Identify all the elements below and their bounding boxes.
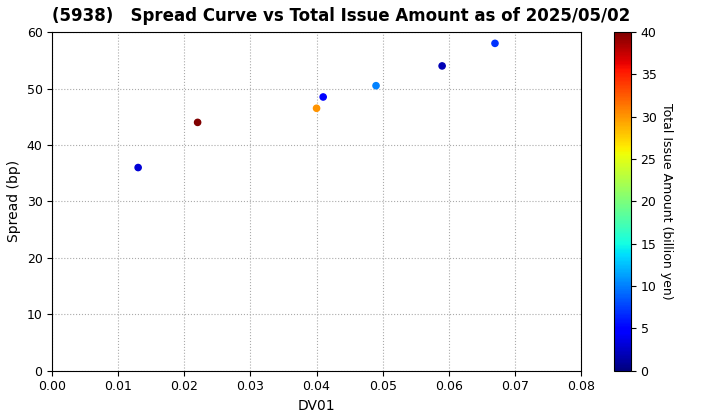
Point: [318, 94, 329, 100]
Y-axis label: Spread (bp): Spread (bp): [7, 160, 21, 242]
Point: [192, 119, 203, 126]
Point: [132, 164, 144, 171]
Y-axis label: Total Issue Amount (billion yen): Total Issue Amount (billion yen): [660, 103, 673, 300]
Text: (5938)   Spread Curve vs Total Issue Amount as of 2025/05/02: (5938) Spread Curve vs Total Issue Amoun…: [53, 7, 631, 25]
Point: [370, 82, 382, 89]
Point: [436, 63, 448, 69]
Point: [311, 105, 323, 112]
Point: [489, 40, 500, 47]
X-axis label: DV01: DV01: [298, 399, 336, 413]
